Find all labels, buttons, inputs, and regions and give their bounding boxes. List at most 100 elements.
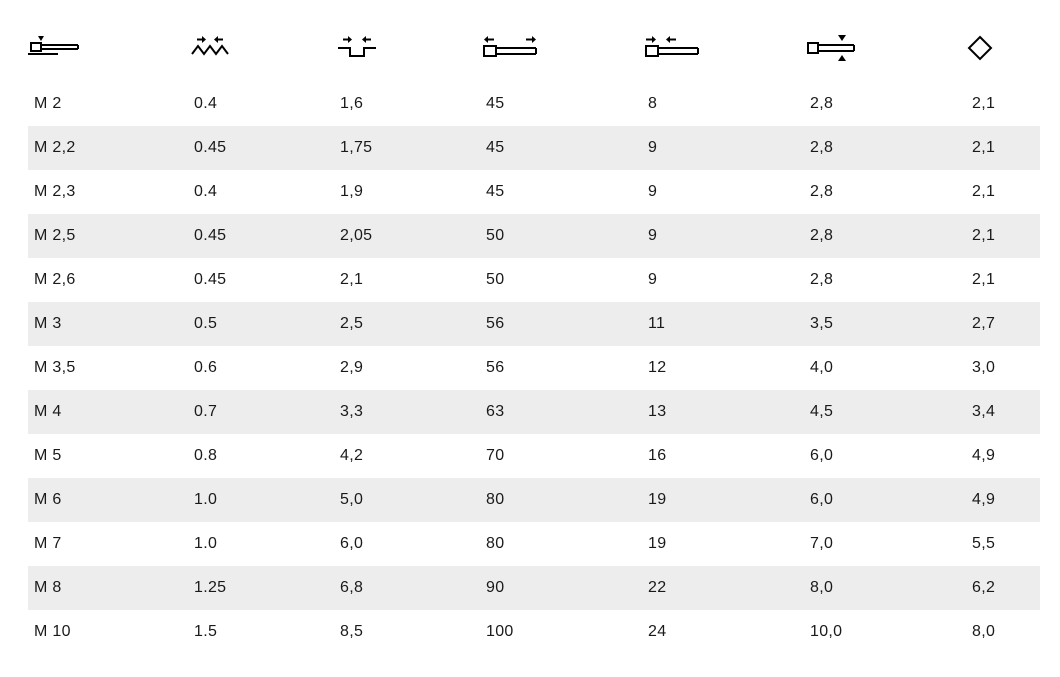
cell: 4,2	[334, 447, 480, 465]
cell: 80	[480, 535, 642, 553]
cell: 9	[642, 139, 804, 157]
cell: M 3	[28, 315, 188, 333]
cell: 2,8	[804, 95, 966, 113]
notch-arrows-icon	[334, 34, 382, 62]
cell: 0.6	[188, 359, 334, 377]
cell: 1.0	[188, 491, 334, 509]
cell: M 2	[28, 95, 188, 113]
cell: 5,5	[966, 535, 1046, 553]
cell: 2,1	[966, 271, 1046, 289]
cell: 6,0	[804, 447, 966, 465]
cell: 2,1	[966, 139, 1046, 157]
cell: 70	[480, 447, 642, 465]
cell: 2,8	[804, 139, 966, 157]
cell: 1,9	[334, 183, 480, 201]
cell: 11	[642, 315, 804, 333]
cell: 2,1	[334, 271, 480, 289]
slot-inward-arrows-icon	[642, 34, 704, 62]
cell: 2,8	[804, 271, 966, 289]
cell: 2,7	[966, 315, 1046, 333]
cell: 45	[480, 183, 642, 201]
cell: M 6	[28, 491, 188, 509]
cell: 22	[642, 579, 804, 597]
cell: 1.25	[188, 579, 334, 597]
cell: M 2,3	[28, 183, 188, 201]
cell: 8	[642, 95, 804, 113]
cell: 5,0	[334, 491, 480, 509]
cell: 4,0	[804, 359, 966, 377]
cell: M 5	[28, 447, 188, 465]
cell: 24	[642, 623, 804, 641]
cell: 90	[480, 579, 642, 597]
table-row: M 6 1.0 5,0 80 19 6,0 4,9	[28, 478, 1040, 522]
cell: 3,4	[966, 403, 1046, 421]
cell: 13	[642, 403, 804, 421]
cell: 12	[642, 359, 804, 377]
cell: 19	[642, 535, 804, 553]
cell: 0.4	[188, 95, 334, 113]
cell: 7,0	[804, 535, 966, 553]
cell: 9	[642, 227, 804, 245]
cell: 0.45	[188, 139, 334, 157]
zigzag-arrows-icon	[188, 34, 236, 62]
cell: 6,0	[804, 491, 966, 509]
cell: 1.5	[188, 623, 334, 641]
cell: 0.45	[188, 227, 334, 245]
cell: 2,05	[334, 227, 480, 245]
cell: 45	[480, 95, 642, 113]
col-header-7	[966, 20, 1046, 76]
table-row: M 4 0.7 3,3 63 13 4,5 3,4	[28, 390, 1040, 434]
cell: 2,8	[804, 227, 966, 245]
cell: 2,5	[334, 315, 480, 333]
cell: 0.8	[188, 447, 334, 465]
cell: 6,8	[334, 579, 480, 597]
cell: 19	[642, 491, 804, 509]
table-row: M 2 0.4 1,6 45 8 2,8 2,1	[28, 82, 1040, 126]
table-row: M 3 0.5 2,5 56 11 3,5 2,7	[28, 302, 1040, 346]
cell: M 2,6	[28, 271, 188, 289]
cell: 2,1	[966, 95, 1046, 113]
col-header-2	[188, 20, 334, 76]
cell: M 4	[28, 403, 188, 421]
cell: 0.4	[188, 183, 334, 201]
cell: 2,8	[804, 183, 966, 201]
cell: 50	[480, 227, 642, 245]
table-header-row	[28, 20, 1040, 76]
cell: M 3,5	[28, 359, 188, 377]
col-header-6	[804, 20, 966, 76]
cell: 3,0	[966, 359, 1046, 377]
col-header-5	[642, 20, 804, 76]
cell: 63	[480, 403, 642, 421]
cell: 50	[480, 271, 642, 289]
col-header-4	[480, 20, 642, 76]
cell: 56	[480, 315, 642, 333]
screw-side-top-arrow-icon	[28, 34, 82, 62]
cell: 0.7	[188, 403, 334, 421]
cell: 2,1	[966, 227, 1046, 245]
cell: 1,6	[334, 95, 480, 113]
table-row: M 5 0.8 4,2 70 16 6,0 4,9	[28, 434, 1040, 478]
table-row: M 8 1.25 6,8 90 22 8,0 6,2	[28, 566, 1040, 610]
cell: 2,9	[334, 359, 480, 377]
cell: 0.45	[188, 271, 334, 289]
cell: 1.0	[188, 535, 334, 553]
cell: 10,0	[804, 623, 966, 641]
cell: 4,9	[966, 491, 1046, 509]
cell: 8,0	[804, 579, 966, 597]
cell: 9	[642, 271, 804, 289]
cell: 4,5	[804, 403, 966, 421]
table-row: M 2,5 0.45 2,05 50 9 2,8 2,1	[28, 214, 1040, 258]
table-row: M 2,2 0.45 1,75 45 9 2,8 2,1	[28, 126, 1040, 170]
cell: 56	[480, 359, 642, 377]
cell: 16	[642, 447, 804, 465]
cell: 100	[480, 623, 642, 641]
col-header-1	[28, 20, 188, 76]
cell: 8,0	[966, 623, 1046, 641]
cell: 6,2	[966, 579, 1046, 597]
diamond-icon	[966, 34, 994, 62]
cell: 80	[480, 491, 642, 509]
cell: 2,1	[966, 183, 1046, 201]
cell: 8,5	[334, 623, 480, 641]
cell: M 10	[28, 623, 188, 641]
table-row: M 7 1.0 6,0 80 19 7,0 5,5	[28, 522, 1040, 566]
